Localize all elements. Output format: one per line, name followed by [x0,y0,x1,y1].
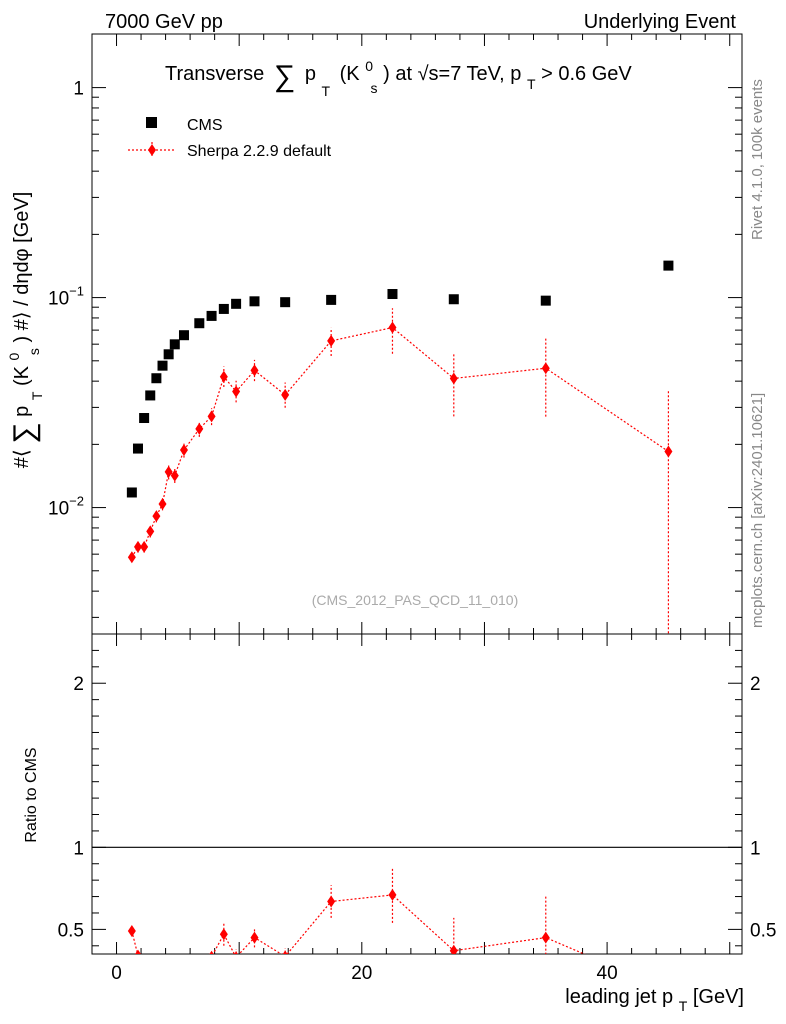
cms-point [326,294,337,305]
cms-point [151,373,162,384]
header-process: Underlying Event [584,11,737,33]
y-tick-label: 10−1 [48,284,84,310]
legend-cms-label: CMS [187,117,223,134]
cms-point [145,390,156,401]
ratio-point [199,953,200,954]
sherpa-point [158,497,167,510]
cms-point [169,339,180,350]
ratio-y-tick-label-right: 0.5 [750,920,776,941]
cms-point [139,413,150,424]
ratio-y-tick-label-right: 1 [750,838,761,859]
cms-point [387,289,398,300]
sherpa-point [164,465,173,478]
cms-point [132,443,143,454]
sherpa-point [170,469,179,482]
svg-text:leading jet p T [: leading jet p T [GeV] [565,986,744,1016]
cms-point [194,318,205,329]
ratio-point [165,960,173,972]
ratio-plot-frame [91,633,743,955]
cms-point [178,330,189,341]
ratio-point [135,949,141,954]
sherpa-point [133,540,142,553]
cms-point [280,297,291,308]
ratio-y-tick-label-right: 2 [750,674,761,695]
ratio-point [449,944,458,954]
y-tick-label: 1 [73,79,84,100]
sherpa-point [664,445,673,458]
ratio-point [209,950,214,954]
sherpa-point [541,362,550,375]
ratio-y-tick-label: 0.5 [58,920,84,941]
ratio-point [541,931,550,944]
ratio-point [159,969,167,981]
svg-text:#⟨ ∑ p T: #⟨ ∑ p T (K 0 s ) #⟩ / dηdφ [GeV] [2,192,47,469]
ratio-point [250,931,259,944]
chart-title: Transverse ∑ p T (K 0 s ) at √s=7 TeV, p… [165,54,632,101]
x-tick-label: 40 [597,963,618,984]
cms-point [249,296,260,307]
ratio-point [180,959,188,971]
legend-sherpa-label: Sherpa 2.2.9 default [187,143,332,160]
ratio-point [146,969,154,981]
y-axis-label: #⟨ ∑ p T (K 0 s ) #⟩ / dηdφ [GeV] [2,192,47,469]
mcplots-label: mcplots.cern.ch [arXiv:2401.10621] [749,393,766,628]
svg-text:Transverse ∑ p: Transverse ∑ p T (K 0 s ) at √s=7 TeV, p… [165,54,632,101]
sherpa-point [250,364,259,377]
sherpa-point [207,410,216,423]
legend-cms-marker [146,117,157,128]
sherpa-point [327,334,336,347]
sherpa-point [195,422,204,435]
ratio-series-line [131,894,586,954]
cms-point [663,260,674,271]
sherpa-point [449,372,458,385]
y-tick-label: 10−2 [48,494,84,520]
cms-point [218,303,229,314]
cms-point [157,360,168,371]
sherpa-point [281,388,290,401]
ratio-point [140,966,148,978]
ratio-point [282,950,288,954]
cms-point [126,487,137,498]
cms-point [206,310,217,321]
ratio-y-axis-label: Ratio to CMS [23,747,40,842]
sherpa-point [146,525,155,538]
sherpa-point [140,540,149,553]
rivet-label: Rivet 4.1.0, 100k events [749,79,766,240]
sherpa-point [232,385,241,398]
header-energy: 7000 GeV pp [105,11,223,33]
legend: CMS Sherpa 2.2.9 default [128,117,332,160]
cms-point [448,294,459,305]
ratio-y-tick-label: 1 [73,838,84,859]
ratio-point [152,969,160,981]
analysis-reference: (CMS_2012_PAS_QCD_11_010) [312,592,519,608]
sherpa-point [127,551,136,564]
cms-point [540,295,551,306]
x-tick-label: 20 [351,963,372,984]
sherpa-point [152,510,161,523]
sherpa-series-line [131,326,669,558]
ratio-y-tick-label: 2 [73,674,84,695]
ratio-point [327,895,336,908]
cms-point [231,298,242,309]
x-tick-label: 0 [111,963,122,984]
ratio-point [388,888,397,901]
cms-point [163,349,174,360]
ratio-point [219,928,228,941]
sherpa-point [388,321,397,334]
sherpa-point [179,444,188,457]
x-axis-label: leading jet p T [GeV] [565,986,744,1016]
ratio-point [234,951,238,954]
legend-sherpa-marker [148,144,156,156]
ratio-point [127,925,136,938]
sherpa-point [219,370,228,383]
ratio-point [171,967,179,979]
